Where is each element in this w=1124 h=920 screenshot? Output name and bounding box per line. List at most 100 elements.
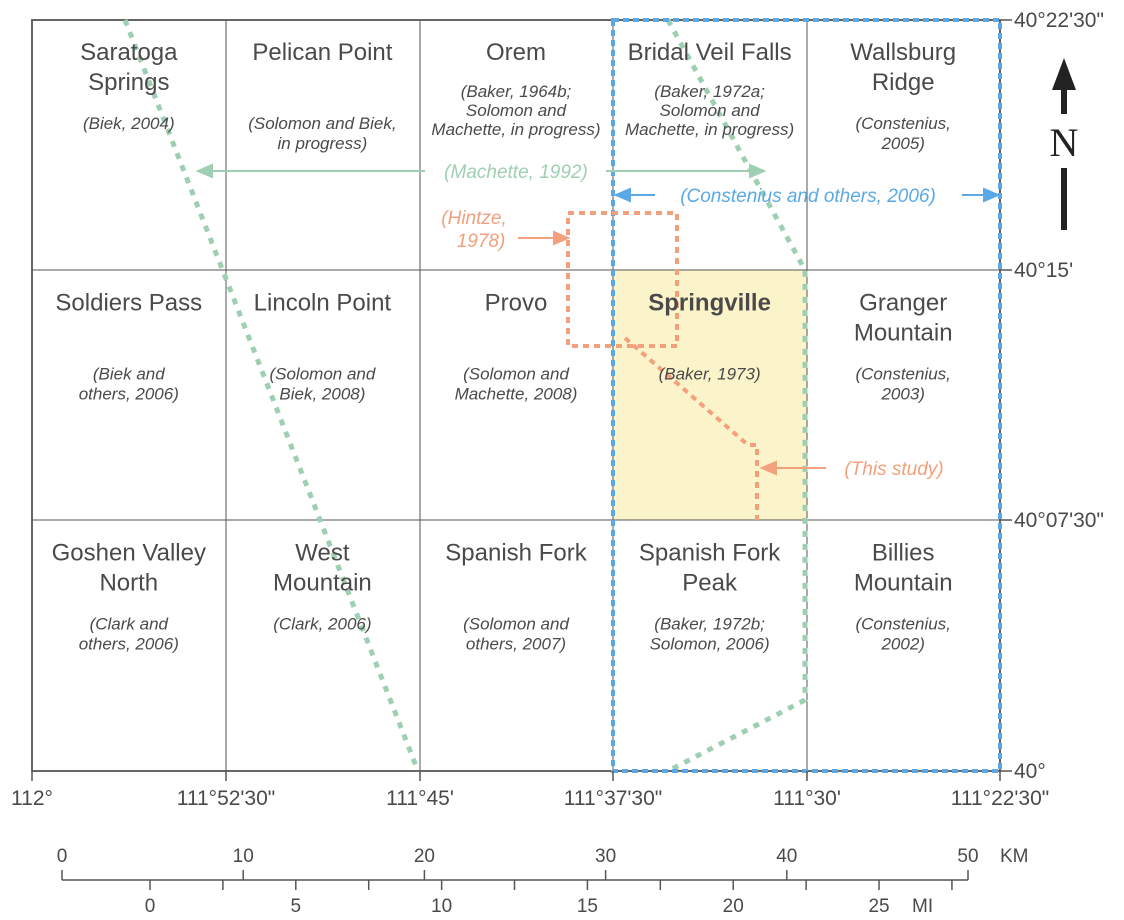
quad-name-line: Provo (485, 289, 548, 316)
quad-name-line: Lincoln Point (254, 289, 392, 316)
quad-name-line: Mountain (273, 570, 372, 597)
quadrangle-labels: Saratoga Springs (Biek, 2004) Pelican Point… (52, 39, 956, 654)
quad-reference-line: (Constenius, (855, 364, 950, 383)
quad-reference-line: (Clark, 2006) (273, 615, 371, 634)
quad-name-line: North (99, 570, 158, 597)
latitude-label: 40°15' (1014, 259, 1073, 282)
quad-name-line: Granger (859, 289, 947, 316)
quad-saratoga-springs: Saratoga Springs (Biek, 2004) (80, 39, 178, 133)
quad-wallsburg-ridge: Wallsburg Ridge (Constenius,2005) (850, 39, 956, 153)
quad-pelican-point: Pelican Point (Solomon and Biek,in progre… (248, 39, 396, 153)
constenius-arrow (613, 187, 1001, 203)
quad-reference-line: 2002) (880, 635, 924, 654)
this-study-label: (This study) (844, 459, 943, 480)
quad-reference-line: Machette, in progress) (625, 120, 794, 139)
quad-reference-line: (Biek and (93, 364, 165, 383)
quad-billies-mountain: Billies Mountain (Constenius,2002) (854, 540, 953, 654)
quad-reference-line: in progress) (278, 134, 368, 153)
longitude-label: 111°52'30" (177, 787, 276, 810)
scale-km-label: 20 (414, 846, 435, 867)
quad-spanish-fork-peak: Spanish Fork Peak (Baker, 1972b;Solomon, 2… (639, 540, 781, 654)
hintze-arrow (518, 230, 571, 246)
latitude-label: 40° (1014, 760, 1046, 783)
quad-name-line: Ridge (872, 69, 935, 96)
quad-reference-line: others, 2007) (466, 635, 566, 654)
quad-name-line: Wallsburg (850, 39, 956, 66)
quadrangle-grid (31, 19, 1001, 772)
quad-reference-line: (Solomon and Biek, (248, 114, 396, 133)
quad-name-line: Pelican Point (252, 39, 392, 66)
scale-km-unit: KM (1000, 846, 1029, 867)
quad-west-mountain: West Mountain (Clark, 2006) (273, 540, 372, 634)
scale-mi-label: 5 (291, 896, 302, 917)
quad-reference-line: 2005) (880, 134, 924, 153)
scale-mi-label: 20 (723, 896, 744, 917)
quad-reference-line: Solomon and (660, 101, 761, 120)
longitude-label: 112° (11, 787, 53, 810)
scale-mi-unit: MI (912, 896, 933, 917)
longitude-label: 111°30' (773, 787, 841, 810)
constenius-label: (Constenius and others, 2006) (680, 186, 936, 207)
longitude-label: 111°45' (386, 787, 454, 810)
quad-name-line: West (295, 540, 350, 567)
quad-reference-line: Biek, 2008) (279, 384, 365, 403)
quad-name-line: Spanish Fork (639, 540, 781, 567)
quad-name-line: Springville (648, 289, 771, 316)
this-study-outline (623, 336, 759, 520)
machette-arrow (195, 163, 767, 179)
quad-name-line: Mountain (854, 570, 953, 597)
quad-reference-line: (Solomon and (463, 615, 569, 634)
quad-reference-line: (Baker, 1972b; (654, 615, 765, 634)
quad-granger-mountain: Granger Mountain (Constenius,2003) (854, 289, 953, 403)
quad-reference-line: Machette, 2008) (455, 384, 578, 403)
scale-km-label: 10 (233, 846, 254, 867)
this-study-arrow (759, 460, 826, 476)
springville-highlight (613, 270, 807, 520)
quad-name-line: Spanish Fork (445, 540, 587, 567)
quad-name-line: Springs (88, 69, 169, 96)
quad-reference-line: (Solomon and (463, 364, 569, 383)
machette-label: (Machette, 1992) (444, 162, 588, 183)
machette-boundary (122, 18, 808, 774)
quad-reference-line: (Baker, 1964b; (461, 82, 572, 101)
quad-bridal-veil-falls: Bridal Veil Falls (Baker, 1972a;Solomon a… (625, 39, 794, 139)
scale-mi-label: 25 (868, 896, 889, 917)
longitude-label: 111°22'30" (951, 787, 1050, 810)
scale-km-label: 0 (57, 846, 68, 867)
quad-reference-line: (Constenius, (855, 615, 950, 634)
scale-mi-label: 0 (145, 896, 156, 917)
quad-reference-line: Machette, in progress) (431, 120, 600, 139)
scale-bar: 0 10 20 30 40 50 KM 0 5 10 15 20 25 MI (57, 846, 1029, 917)
north-label: N (1050, 120, 1079, 165)
scale-km-label: 30 (595, 846, 616, 867)
quad-name-line: Peak (682, 570, 738, 597)
scale-mi-label: 10 (431, 896, 452, 917)
quad-reference-line: (Constenius, (855, 114, 950, 133)
longitude-label: 111°37'30" (564, 787, 663, 810)
quad-reference-line: 2003) (880, 384, 924, 403)
quad-reference-line: (Clark and (90, 615, 169, 634)
quad-name-line: Goshen Valley (52, 540, 206, 567)
quad-name-line: Orem (486, 39, 546, 66)
quad-name-line: Bridal Veil Falls (628, 39, 792, 66)
quad-reference-line: (Baker, 1972a; (654, 82, 765, 101)
coordinate-labels: 112° 111°52'30" 111°45' 111°37'30" 111°30' 11… (11, 9, 1104, 810)
scale-km-label: 40 (776, 846, 797, 867)
north-arrow: N (1050, 58, 1079, 230)
quad-name-line: Saratoga (80, 39, 178, 66)
hintze-label-line-1: (Hintze, (441, 208, 506, 229)
quad-name-line: Mountain (854, 319, 953, 346)
north-arrow-icon (1052, 58, 1076, 90)
latitude-label: 40°07'30" (1014, 509, 1104, 532)
quad-name-line: Soldiers Pass (55, 289, 202, 316)
quad-reference-line: (Baker, 1973) (659, 364, 761, 383)
quad-reference-line: others, 2006) (79, 384, 179, 403)
quad-springville: Springville (Baker, 1973) (648, 289, 771, 383)
quad-name-line: Billies (872, 540, 935, 567)
